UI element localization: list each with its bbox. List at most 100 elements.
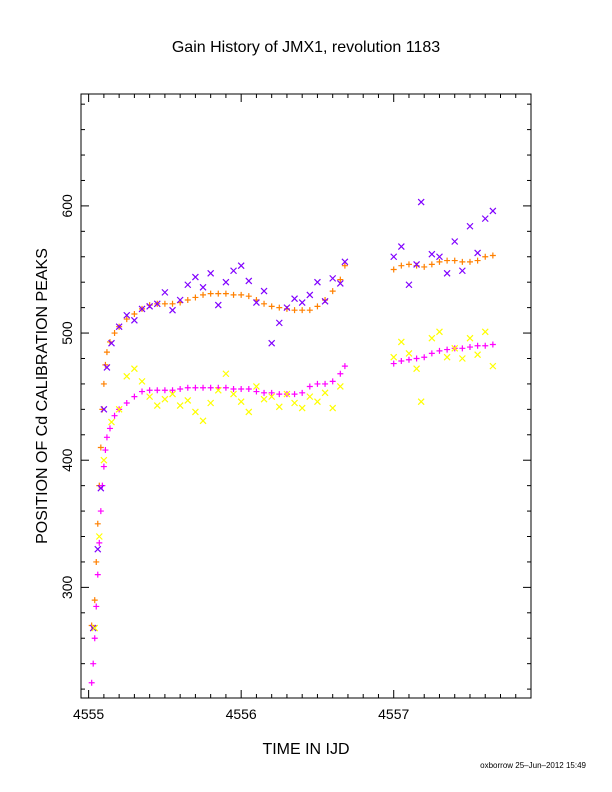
x-tick-label: 4557 (378, 706, 409, 722)
data-point (153, 300, 161, 308)
data-point (106, 425, 113, 432)
data-point (298, 299, 306, 306)
data-point (90, 660, 97, 667)
data-point (489, 207, 497, 215)
data-point (298, 404, 306, 412)
data-point (405, 349, 413, 357)
data-point (458, 355, 466, 362)
data-point (436, 347, 443, 354)
data-point (214, 301, 222, 309)
data-point (200, 291, 207, 298)
data-point (306, 291, 314, 299)
data-point (268, 393, 276, 401)
data-point (413, 260, 421, 268)
data-point (184, 281, 192, 289)
data-point (329, 274, 337, 282)
data-point (138, 305, 146, 313)
data-point (299, 307, 306, 314)
data-point (321, 297, 329, 305)
data-point (161, 300, 168, 307)
data-point (466, 344, 473, 351)
data-point (111, 330, 118, 337)
data-point (91, 635, 98, 642)
data-point (123, 399, 130, 406)
data-point (275, 403, 283, 411)
data-point (176, 402, 184, 409)
data-point (436, 258, 443, 265)
data-point (103, 363, 111, 371)
data-point (108, 339, 115, 347)
data-point (252, 299, 260, 306)
data-point (103, 434, 110, 441)
data-point (161, 387, 168, 394)
data-point (207, 269, 215, 277)
y-axis-label: POSITION OF Cd CALIBRATION PEAKS (34, 248, 51, 544)
data-point (222, 290, 229, 297)
data-point (341, 258, 349, 266)
data-point (91, 597, 98, 604)
data-point (459, 258, 466, 265)
data-point (466, 222, 474, 230)
data-point (131, 393, 138, 400)
data-point (146, 387, 153, 394)
data-point (238, 291, 245, 298)
data-point (238, 386, 245, 393)
data-point (222, 278, 230, 286)
data-point (291, 295, 298, 303)
data-point (184, 296, 191, 303)
data-point (413, 365, 421, 373)
data-point (115, 323, 123, 331)
data-point (108, 418, 115, 426)
data-point (458, 267, 466, 275)
data-point (222, 370, 230, 378)
data-point (123, 372, 131, 380)
data-point (275, 319, 283, 327)
data-point (176, 296, 184, 304)
data-point (94, 520, 101, 527)
data-point (93, 603, 100, 610)
data-point (481, 328, 489, 336)
data-point (100, 405, 108, 413)
data-point (115, 405, 123, 413)
data-point (207, 384, 214, 391)
data-point (306, 383, 313, 390)
data-point (314, 278, 321, 286)
data-point (200, 384, 207, 391)
data-point (321, 389, 329, 397)
data-point (337, 276, 344, 283)
data-point (428, 261, 435, 268)
data-point (428, 334, 436, 342)
data-point (131, 310, 138, 317)
data-point (276, 391, 283, 398)
data-point (489, 341, 496, 348)
data-point (482, 342, 489, 349)
series-2 (89, 198, 497, 632)
data-point (199, 417, 207, 425)
x-axis-label: TIME IN IJD (262, 741, 349, 758)
y-tick-label: 600 (59, 194, 75, 218)
data-point (443, 269, 451, 277)
data-point (184, 384, 191, 391)
data-point (100, 380, 107, 387)
data-point (417, 198, 425, 206)
data-point (93, 558, 100, 565)
data-point (94, 571, 101, 578)
data-point (169, 387, 176, 394)
data-point (413, 355, 420, 362)
series-3 (91, 328, 497, 632)
data-point (268, 389, 275, 396)
data-point (261, 300, 268, 307)
data-point (451, 238, 459, 245)
data-point (398, 262, 405, 269)
data-point (322, 380, 329, 387)
data-point (192, 294, 199, 301)
data-point (94, 545, 102, 553)
data-point (341, 363, 348, 370)
data-point (230, 390, 237, 398)
data-point (199, 283, 207, 291)
data-point (474, 257, 481, 264)
data-point (253, 388, 260, 395)
data-point (161, 288, 169, 296)
data-point (230, 291, 237, 298)
